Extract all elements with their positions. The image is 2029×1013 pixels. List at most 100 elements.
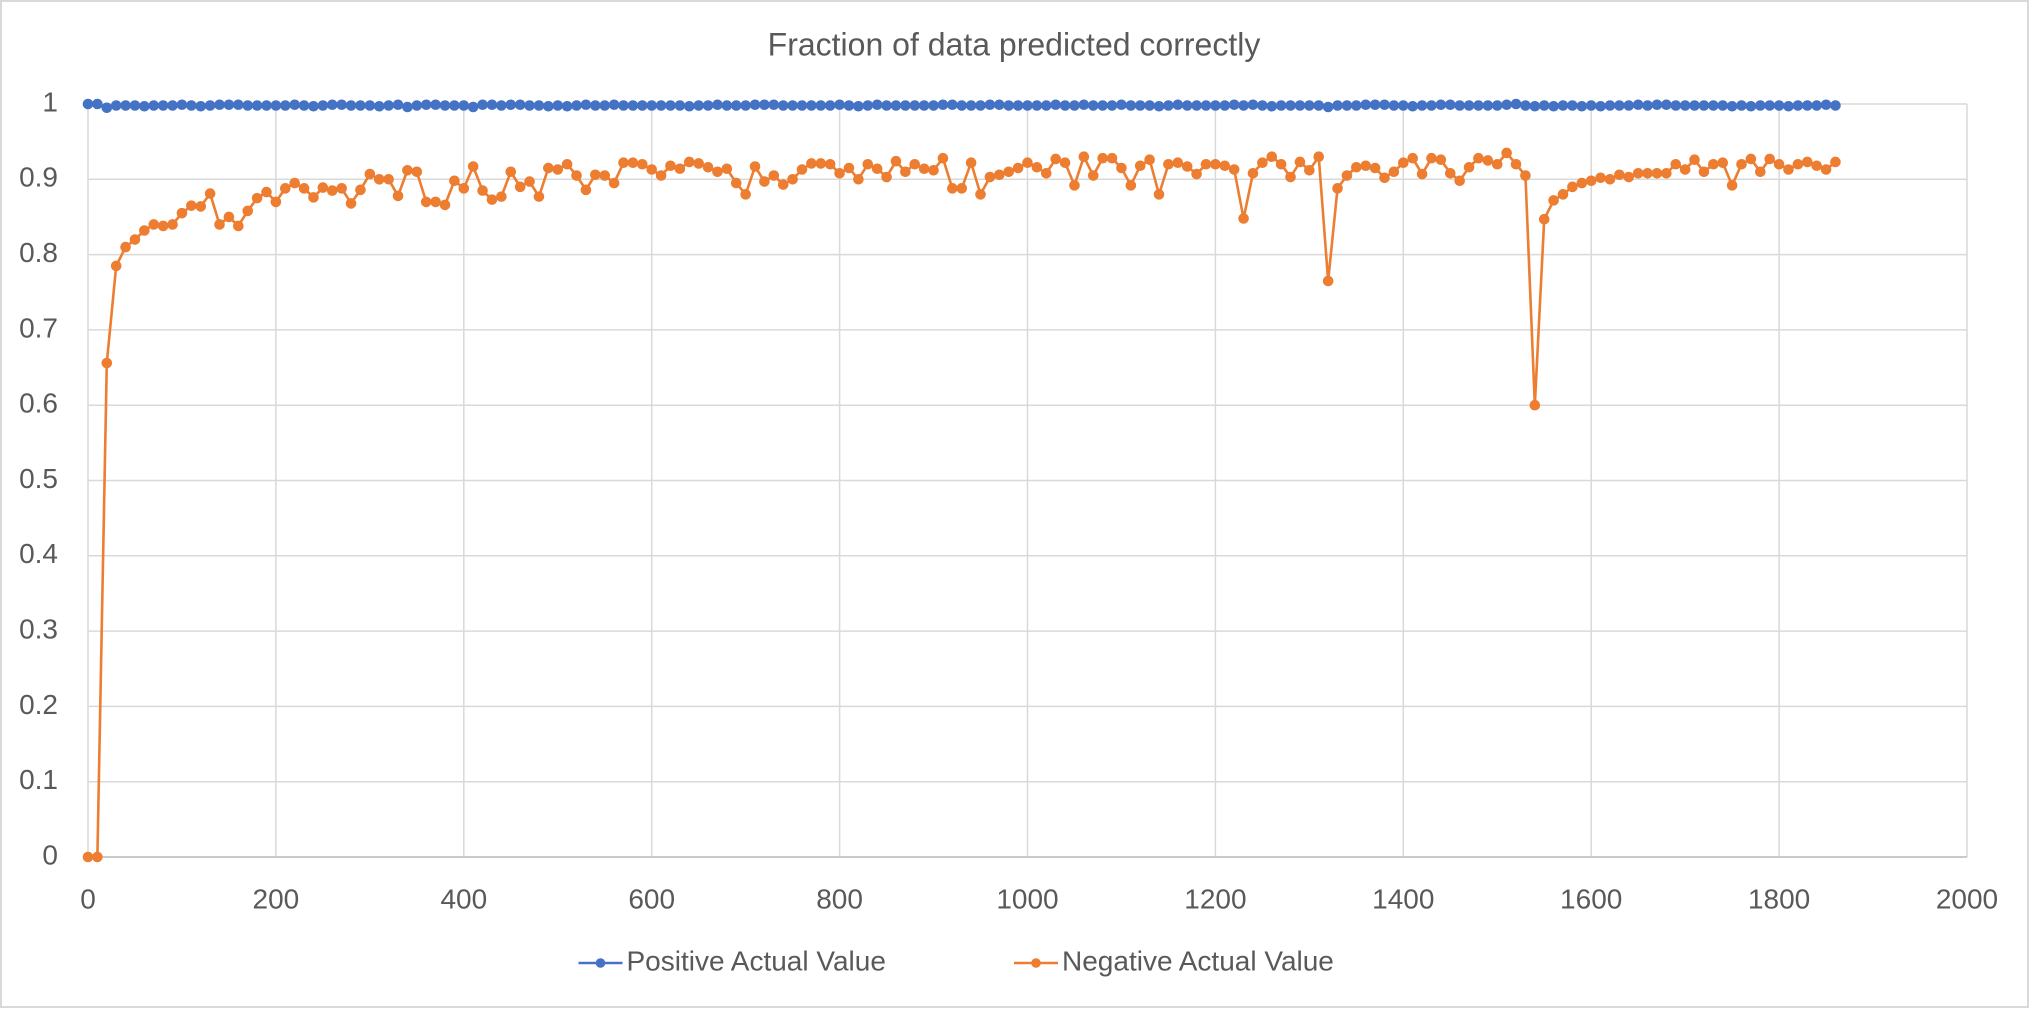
data-point bbox=[1294, 156, 1306, 168]
chart-title: Fraction of data predicted correctly bbox=[768, 26, 1261, 62]
data-point bbox=[279, 100, 291, 111]
data-point bbox=[1473, 100, 1484, 111]
data-point bbox=[92, 851, 103, 863]
data-point bbox=[561, 158, 573, 170]
data-point bbox=[1144, 154, 1155, 166]
data-point bbox=[1642, 167, 1653, 179]
data-point bbox=[1313, 100, 1325, 111]
data-point bbox=[1322, 101, 1334, 113]
data-point bbox=[223, 211, 235, 223]
data-point bbox=[834, 99, 845, 111]
data-point bbox=[1257, 157, 1268, 169]
y-tick-label: 0.6 bbox=[19, 388, 58, 419]
data-point bbox=[1040, 100, 1052, 111]
data-point bbox=[1444, 167, 1456, 179]
data-point bbox=[871, 163, 883, 175]
y-tick-label: 1 bbox=[42, 86, 58, 117]
data-point bbox=[1830, 100, 1841, 111]
data-point bbox=[1125, 100, 1137, 111]
data-point bbox=[420, 99, 432, 111]
data-point bbox=[1069, 180, 1080, 191]
data-point bbox=[1801, 100, 1813, 111]
data-point bbox=[1285, 100, 1296, 111]
data-point bbox=[646, 164, 658, 175]
data-point bbox=[768, 99, 780, 111]
data-point bbox=[1529, 399, 1541, 411]
data-point bbox=[1661, 167, 1672, 179]
data-point bbox=[1538, 100, 1550, 111]
data-point bbox=[975, 189, 986, 200]
data-point bbox=[1379, 172, 1390, 184]
data-point bbox=[965, 157, 977, 169]
data-point bbox=[1538, 213, 1550, 225]
data-point bbox=[1398, 157, 1409, 169]
data-point bbox=[712, 166, 723, 178]
data-point bbox=[674, 163, 686, 175]
data-point bbox=[176, 99, 188, 111]
data-point bbox=[533, 191, 545, 202]
data-point bbox=[439, 100, 451, 111]
data-point bbox=[1670, 158, 1682, 170]
data-point bbox=[994, 99, 1005, 111]
data-point bbox=[345, 198, 357, 209]
data-point bbox=[1379, 99, 1390, 111]
y-tick-label: 0.2 bbox=[19, 689, 58, 720]
data-point bbox=[1304, 164, 1315, 176]
data-point bbox=[994, 169, 1005, 181]
data-point bbox=[965, 100, 977, 111]
data-point bbox=[862, 158, 874, 170]
data-point bbox=[1031, 161, 1043, 173]
data-point bbox=[430, 99, 441, 111]
data-point bbox=[1689, 100, 1700, 111]
data-point bbox=[1726, 180, 1738, 191]
data-point bbox=[1792, 158, 1804, 170]
data-point bbox=[1416, 168, 1428, 180]
data-point bbox=[1275, 158, 1287, 170]
data-point bbox=[82, 98, 94, 110]
data-point bbox=[233, 99, 244, 111]
data-point bbox=[806, 158, 817, 169]
data-point bbox=[176, 207, 188, 219]
data-point bbox=[900, 166, 911, 178]
data-point bbox=[1097, 152, 1108, 164]
data-point bbox=[1040, 167, 1052, 179]
data-point bbox=[1144, 100, 1155, 111]
data-point bbox=[120, 241, 131, 253]
data-point bbox=[1773, 158, 1785, 170]
data-point bbox=[655, 100, 667, 111]
data-point bbox=[129, 100, 141, 111]
data-point bbox=[806, 100, 817, 111]
data-point bbox=[1661, 99, 1672, 111]
data-point bbox=[1463, 100, 1475, 111]
data-point bbox=[909, 100, 921, 111]
data-point bbox=[1322, 275, 1334, 287]
data-point bbox=[1520, 100, 1531, 111]
y-tick-label: 0.7 bbox=[19, 312, 58, 343]
data-point bbox=[449, 100, 460, 111]
data-point bbox=[186, 200, 197, 211]
data-point bbox=[843, 100, 855, 111]
data-point bbox=[1388, 166, 1400, 178]
data-point bbox=[1191, 168, 1202, 180]
data-point bbox=[1548, 100, 1559, 112]
data-point bbox=[486, 194, 498, 205]
data-point bbox=[947, 183, 958, 194]
data-point bbox=[637, 158, 648, 170]
data-point bbox=[1247, 167, 1259, 179]
data-point bbox=[1341, 170, 1353, 181]
data-point bbox=[599, 170, 611, 181]
data-point bbox=[1510, 158, 1522, 170]
data-point bbox=[928, 100, 939, 111]
data-point bbox=[627, 157, 639, 169]
data-point bbox=[1426, 100, 1437, 111]
data-point bbox=[92, 98, 103, 110]
data-point bbox=[270, 100, 282, 111]
data-point bbox=[1388, 100, 1400, 111]
y-tick-label: 0.8 bbox=[19, 237, 58, 268]
x-tick-label: 600 bbox=[628, 883, 675, 914]
data-point bbox=[251, 192, 263, 204]
data-point bbox=[110, 260, 122, 272]
data-point bbox=[1801, 156, 1813, 168]
data-point bbox=[749, 99, 761, 111]
data-point bbox=[1755, 100, 1766, 111]
